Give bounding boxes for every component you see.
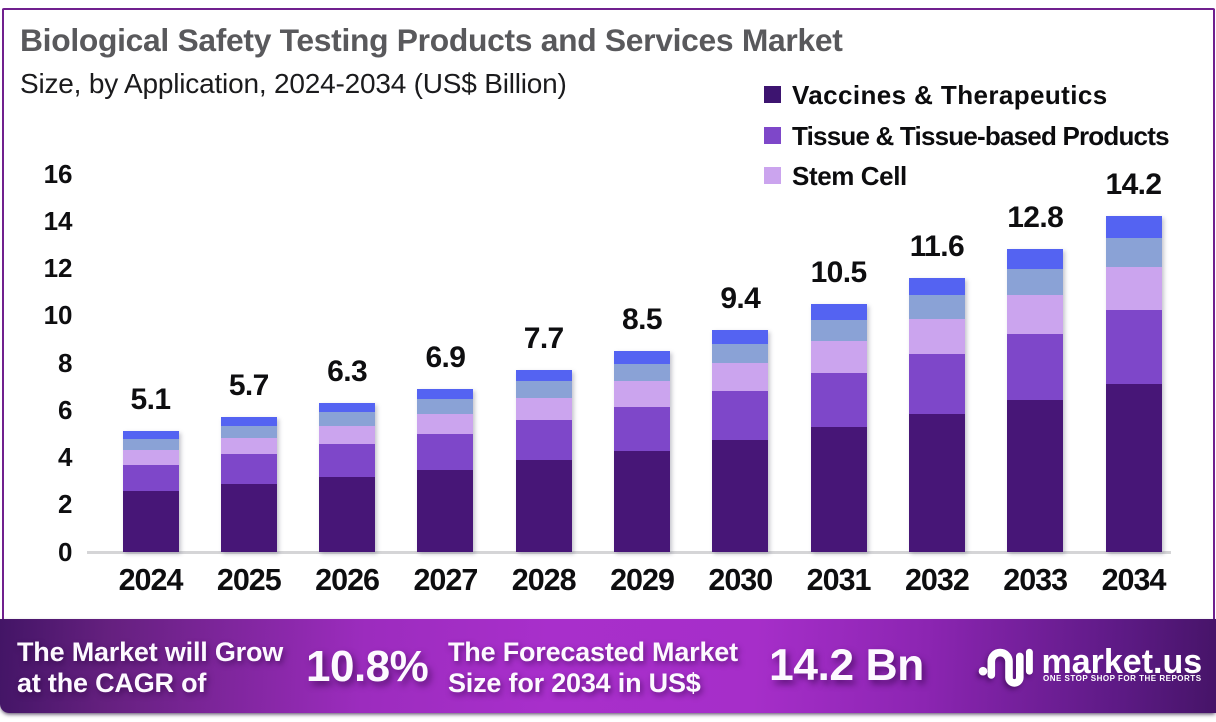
svg-text:ONE STOP SHOP FOR THE REPORTS: ONE STOP SHOP FOR THE REPORTS [1043,674,1202,683]
svg-text:market.us: market.us [1042,643,1203,681]
